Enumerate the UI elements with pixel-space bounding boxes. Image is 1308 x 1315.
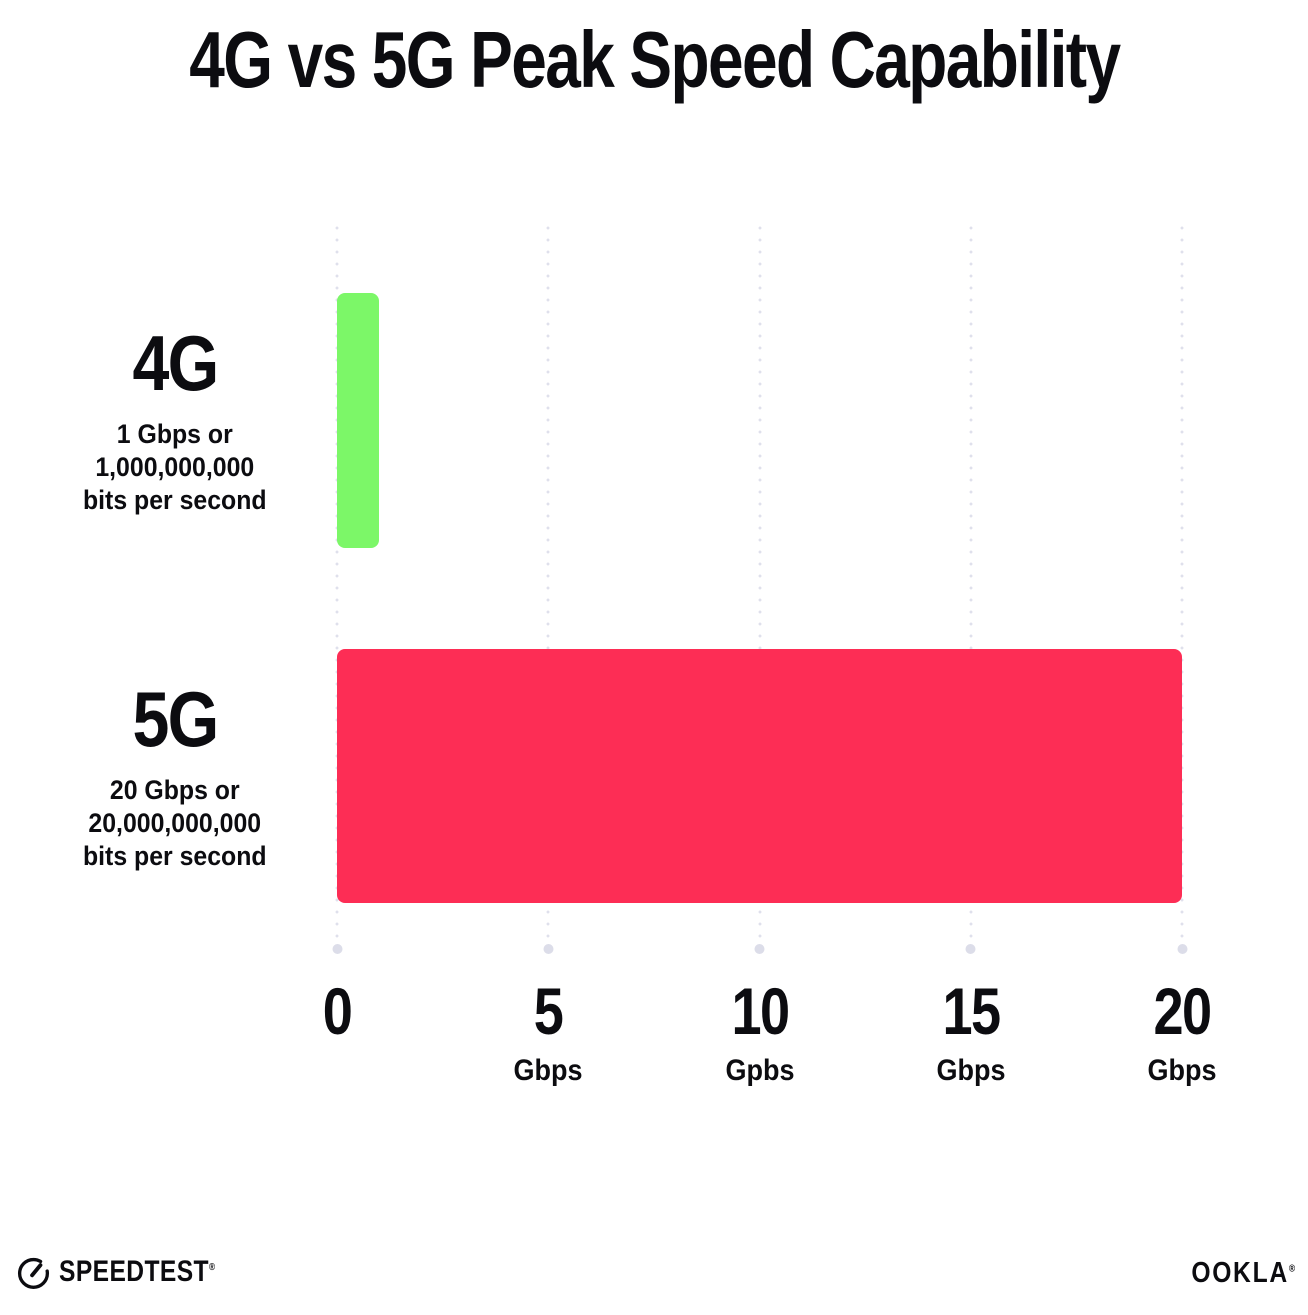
ookla-wordmark-text: OOKLA: [1191, 1256, 1289, 1289]
row-sub-5g-line2: 20,000,000,000: [88, 807, 262, 838]
row-sub-4g-line1: 1 Gbps or: [117, 419, 233, 449]
row-sub-5g: 20 Gbps or 20,000,000,000 bits per secon…: [83, 774, 267, 873]
row-label-4g: 4G 1 Gbps or 1,000,000,000 bits per seco…: [25, 293, 325, 548]
chart-title: 4G vs 5G Peak Speed Capability: [0, 18, 1308, 102]
x-tick-5: 5 Gbps: [510, 978, 587, 1086]
speedtest-logo: SPEEDTEST®: [15, 1252, 249, 1292]
x-tick-15-value: 15: [942, 974, 1001, 1048]
row-label-5g: 5G 20 Gbps or 20,000,000,000 bits per se…: [25, 649, 325, 903]
gridline-20: [1180, 222, 1184, 942]
speedtest-wordmark: SPEEDTEST®: [59, 1257, 215, 1287]
bar-5g: [337, 649, 1182, 903]
chart-title-text: 4G vs 5G Peak Speed Capability: [188, 15, 1121, 104]
speedtest-wordmark-text: SPEEDTEST: [59, 1255, 209, 1288]
x-axis: 0 5 Gbps 10 Gpbs 15 Gbps 20 Gbps: [323, 978, 1217, 1098]
x-tick-15-unit: Gbps: [936, 1054, 1006, 1087]
row-sub-4g: 1 Gbps or 1,000,000,000 bits per second: [83, 418, 267, 517]
x-tick-5-unit: Gbps: [513, 1054, 583, 1087]
x-tick-5-value: 5: [534, 974, 564, 1048]
row-sub-4g-line3: bits per second: [83, 485, 267, 515]
x-tick-10-value: 10: [731, 974, 790, 1048]
bar-4g: [337, 293, 380, 548]
speedtest-gauge-icon: [15, 1254, 52, 1291]
speedtest-trademark: ®: [208, 1262, 216, 1273]
gridline-10: [758, 222, 761, 942]
x-tick-20-unit: Gbps: [1147, 1054, 1217, 1087]
ookla-wordmark: OOKLA®: [1191, 1256, 1295, 1289]
plot-area: [335, 222, 1184, 955]
row-name-4g: 4G: [132, 319, 219, 407]
x-tick-15: 15 Gbps: [932, 978, 1009, 1086]
x-tick-0-value: 0: [322, 974, 353, 1048]
ookla-logo: OOKLA®: [1173, 1256, 1295, 1290]
x-tick-20: 20 Gbps: [1144, 978, 1221, 1086]
x-tick-0: 0: [320, 978, 355, 1056]
x-tick-10: 10 Gpbs: [721, 978, 798, 1086]
x-tick-20-value: 20: [1153, 974, 1213, 1048]
gridline-15: [969, 222, 973, 942]
row-sub-5g-line1: 20 Gbps or: [110, 774, 240, 805]
gridline-5: [546, 222, 550, 942]
row-name-5g: 5G: [132, 674, 219, 763]
row-sub-5g-line3: bits per second: [83, 840, 267, 871]
row-sub-4g-line2: 1,000,000,000: [95, 452, 255, 482]
x-tick-10-unit: Gpbs: [724, 1054, 795, 1087]
gridline-0: [335, 222, 339, 942]
ookla-trademark: ®: [1288, 1262, 1295, 1274]
